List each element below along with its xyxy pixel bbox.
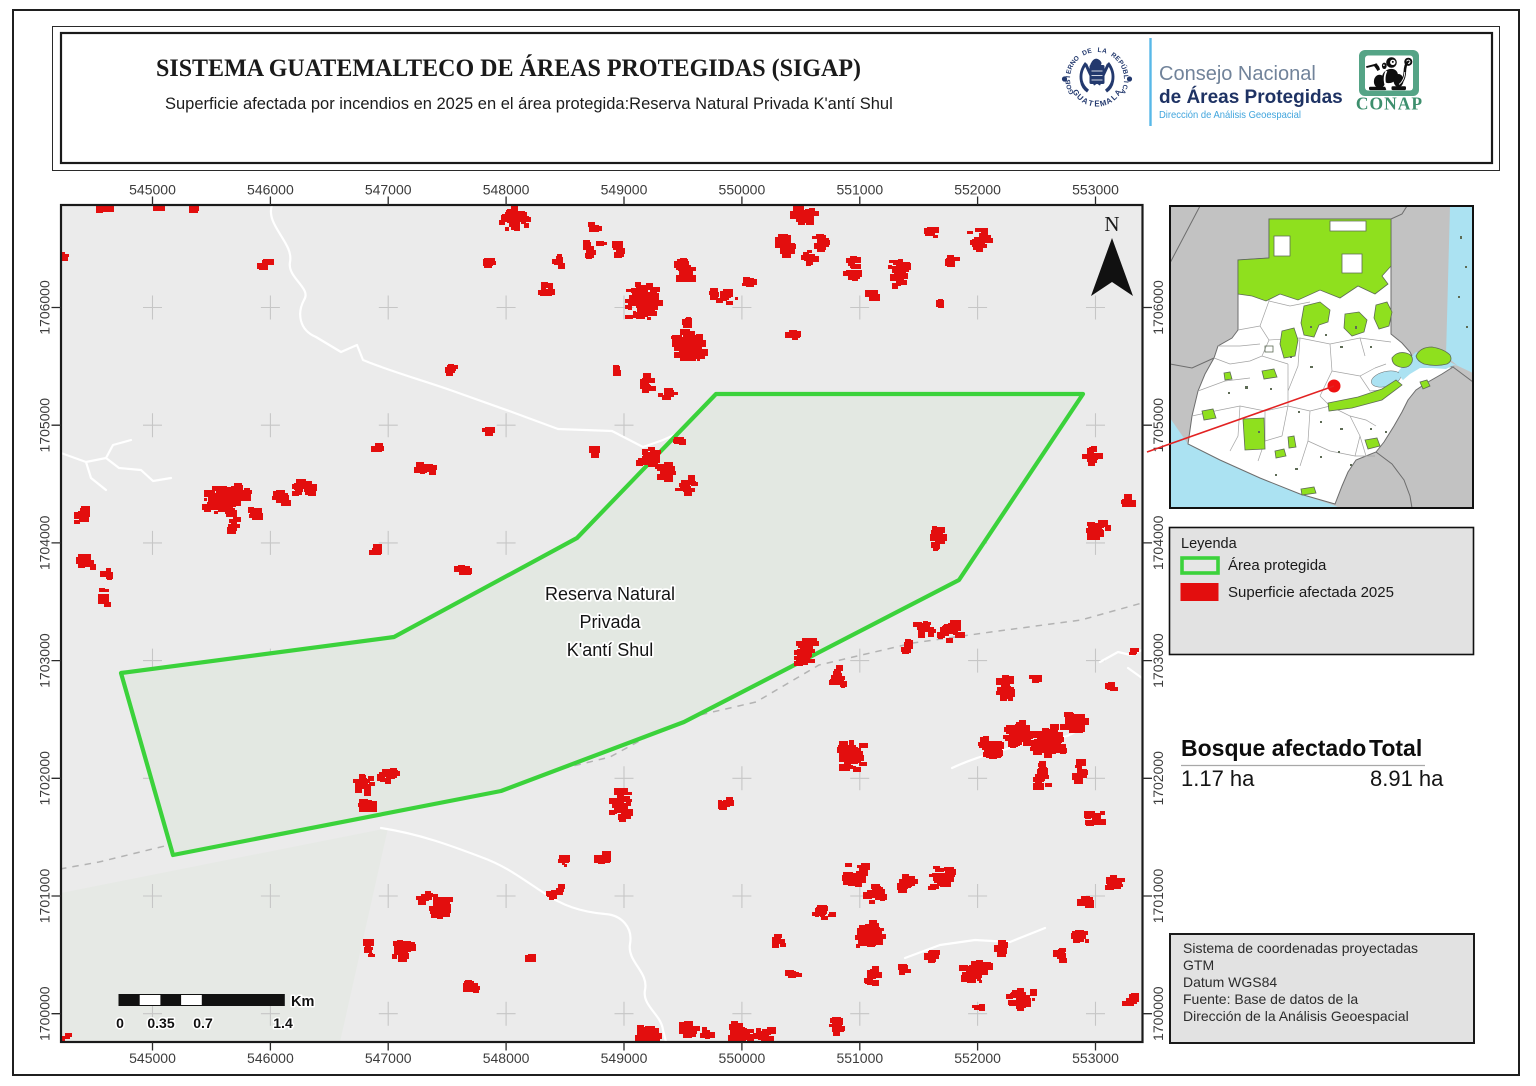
svg-text:A: A — [1104, 96, 1114, 107]
svg-text:0.35: 0.35 — [147, 1015, 174, 1031]
svg-text:I: I — [1065, 76, 1072, 79]
svg-text:548000: 548000 — [483, 182, 530, 198]
svg-text:1705000: 1705000 — [37, 398, 53, 453]
svg-text:1700000: 1700000 — [1150, 986, 1166, 1041]
svg-text:O: O — [1065, 83, 1073, 90]
svg-text:1702000: 1702000 — [37, 751, 53, 806]
svg-text:GTM: GTM — [1183, 957, 1214, 973]
svg-text:Dirección de la Análisis Geoes: Dirección de la Análisis Geoespacial — [1183, 1008, 1409, 1024]
svg-text:Privada: Privada — [579, 612, 641, 632]
svg-text:550000: 550000 — [719, 1050, 766, 1066]
svg-text:C: C — [1120, 84, 1128, 91]
svg-text:1706000: 1706000 — [1150, 280, 1166, 335]
svg-text:T: T — [1087, 98, 1094, 108]
svg-text:551000: 551000 — [836, 182, 883, 198]
svg-text:1704000: 1704000 — [1150, 515, 1166, 570]
svg-text:1706000: 1706000 — [37, 280, 53, 335]
svg-text:E: E — [1087, 47, 1094, 55]
svg-text:Dirección de Análisis Geoespac: Dirección de Análisis Geoespacial — [1159, 110, 1301, 121]
svg-text:545000: 545000 — [129, 1050, 176, 1066]
svg-text:A: A — [1080, 96, 1090, 107]
svg-text:L: L — [1109, 92, 1119, 102]
svg-text:0.7: 0.7 — [193, 1015, 213, 1031]
svg-text:Bosque afectado: Bosque afectado — [1181, 735, 1366, 761]
svg-text:Km: Km — [291, 994, 314, 1010]
svg-text:1703000: 1703000 — [1150, 633, 1166, 688]
svg-text:E: E — [1065, 68, 1073, 75]
svg-text:1703000: 1703000 — [37, 633, 53, 688]
svg-text:B: B — [1065, 79, 1072, 85]
svg-text:Datum WGS84: Datum WGS84 — [1183, 974, 1277, 990]
svg-text:1700000: 1700000 — [37, 986, 53, 1041]
svg-text:Sistema de coordenadas proyect: Sistema de coordenadas proyectadas — [1183, 940, 1418, 956]
svg-text:R: R — [1067, 63, 1075, 70]
svg-text:546000: 546000 — [247, 182, 294, 198]
svg-text:Ú: Ú — [1119, 63, 1129, 71]
svg-text:1705000: 1705000 — [1150, 398, 1166, 453]
svg-text:552000: 552000 — [954, 182, 1001, 198]
svg-text:A: A — [1113, 88, 1124, 98]
svg-text:de Áreas Protegidas: de Áreas Protegidas — [1159, 86, 1343, 108]
svg-text:B: B — [1121, 69, 1129, 76]
svg-text:N: N — [1069, 59, 1078, 67]
svg-text:N: N — [1104, 212, 1119, 236]
svg-text:G: G — [1071, 88, 1082, 98]
svg-text:I: I — [1122, 81, 1129, 84]
svg-text:1.17 ha: 1.17 ha — [1181, 766, 1255, 791]
svg-text:Superficie afectada por incend: Superficie afectada por incendios en 202… — [165, 95, 893, 113]
svg-text:549000: 549000 — [601, 1050, 648, 1066]
svg-text:L: L — [1097, 47, 1102, 54]
svg-text:K'antí Shul: K'antí Shul — [567, 640, 654, 660]
svg-text:553000: 553000 — [1072, 182, 1119, 198]
svg-text:1702000: 1702000 — [1150, 751, 1166, 806]
svg-text:1701000: 1701000 — [37, 869, 53, 924]
svg-text:Superficie afectada 2025: Superficie afectada 2025 — [1228, 584, 1394, 601]
svg-text:548000: 548000 — [483, 1050, 530, 1066]
svg-text:545000: 545000 — [129, 182, 176, 198]
svg-text:Leyenda: Leyenda — [1181, 536, 1238, 552]
svg-text:SISTEMA GUATEMALTECO DE ÁREAS: SISTEMA GUATEMALTECO DE ÁREAS PROTEGIDAS… — [156, 54, 861, 82]
svg-text:U: U — [1075, 92, 1086, 103]
svg-text:CONAP: CONAP — [1356, 94, 1423, 114]
svg-text:547000: 547000 — [365, 182, 412, 198]
svg-text:P: P — [1116, 59, 1125, 67]
svg-text:1.4: 1.4 — [273, 1015, 293, 1031]
svg-text:552000: 552000 — [954, 1050, 1001, 1066]
svg-text:L: L — [1122, 75, 1129, 80]
svg-text:A: A — [1101, 47, 1108, 55]
svg-text:Reserva Natural: Reserva Natural — [545, 584, 675, 604]
svg-text:D: D — [1081, 49, 1089, 57]
svg-text:Fuente: Base de datos de la: Fuente: Base de datos de la — [1183, 991, 1358, 1007]
svg-text:A: A — [1118, 88, 1126, 96]
svg-text:Total: Total — [1369, 735, 1422, 761]
svg-text:553000: 553000 — [1072, 1050, 1119, 1066]
svg-text:E: E — [1113, 55, 1121, 63]
svg-text:1701000: 1701000 — [1150, 869, 1166, 924]
svg-text:549000: 549000 — [601, 182, 648, 198]
svg-text:R: R — [1109, 52, 1117, 61]
svg-text:8.91 ha: 8.91 ha — [1370, 766, 1444, 791]
svg-text:Consejo Nacional: Consejo Nacional — [1159, 63, 1316, 85]
svg-text:0: 0 — [116, 1015, 124, 1031]
svg-text:E: E — [1094, 100, 1099, 109]
svg-text:550000: 550000 — [719, 182, 766, 198]
svg-text:Área protegida: Área protegida — [1228, 557, 1327, 574]
svg-text:1704000: 1704000 — [37, 515, 53, 570]
svg-text:551000: 551000 — [836, 1050, 883, 1066]
svg-text:546000: 546000 — [247, 1050, 294, 1066]
svg-text:547000: 547000 — [365, 1050, 412, 1066]
svg-text:O: O — [1072, 55, 1081, 64]
svg-text:M: M — [1099, 98, 1108, 108]
svg-text:G: G — [1067, 88, 1076, 96]
